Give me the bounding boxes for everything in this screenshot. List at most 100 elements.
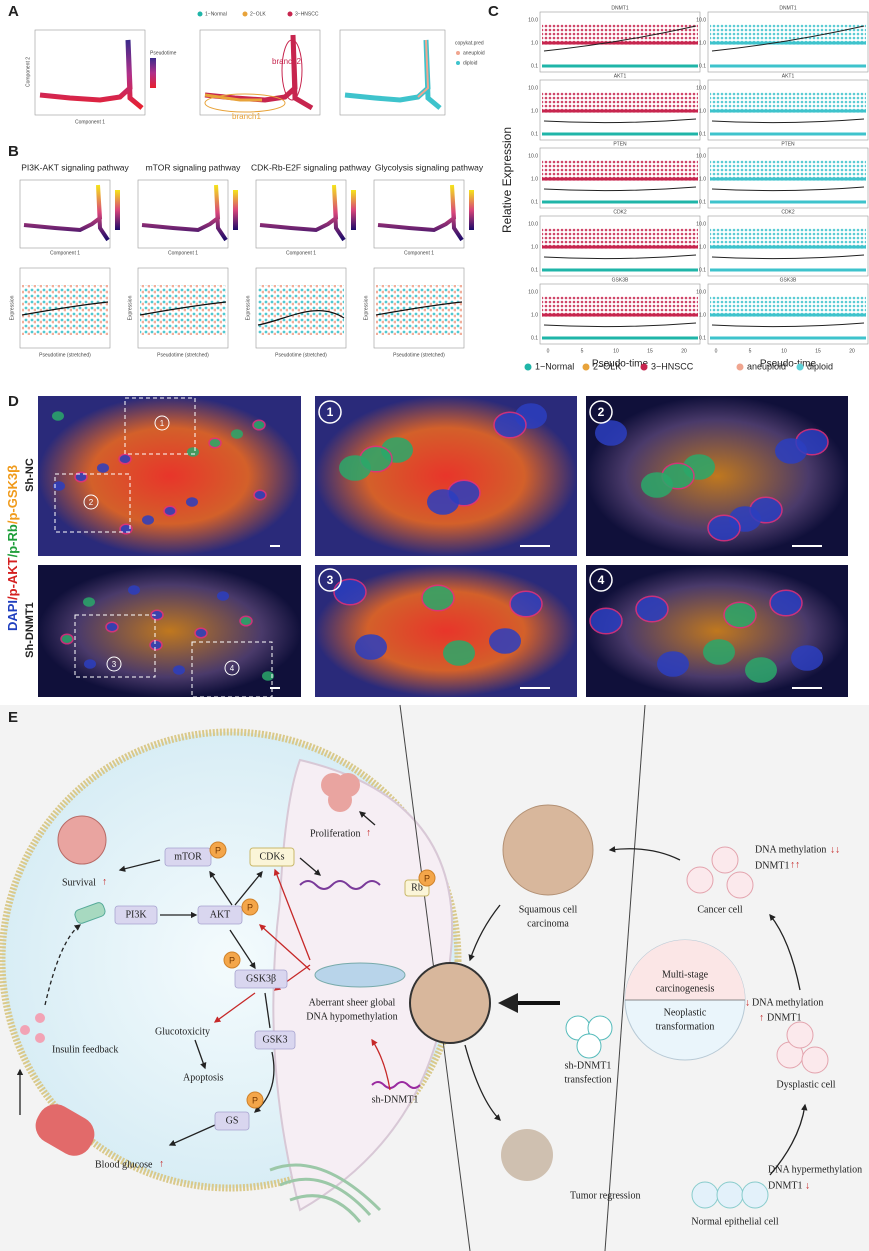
cell-icon: [576, 1033, 602, 1059]
pathway-title: mTOR signaling pathway: [146, 162, 242, 172]
nucleus: [150, 609, 164, 621]
trend-arrow: ↓: [805, 1180, 810, 1191]
nucleus: [52, 411, 64, 421]
y-tick-label: 10.0: [696, 221, 706, 227]
nucleus: [703, 639, 735, 665]
nucleus: [657, 651, 689, 677]
roi-box: [74, 614, 156, 678]
gene-title: DNMT1: [611, 5, 628, 11]
stain-part: DAPI: [5, 600, 20, 631]
nucleus: [589, 607, 623, 635]
trend-line: [543, 254, 697, 260]
y-tick-label: 10.0: [696, 289, 706, 295]
dots-band: [542, 64, 698, 68]
roi-badge: [106, 656, 122, 672]
arrow: [299, 857, 321, 876]
arrow: [359, 811, 376, 826]
protein-box: [254, 1030, 296, 1050]
protein-label: CDKs: [259, 851, 284, 862]
axis-label: Pseudotime (stretched): [39, 352, 91, 358]
tumor-icon: [409, 962, 491, 1044]
y-tick-label: 10.0: [528, 221, 538, 227]
arrow: [254, 1051, 275, 1113]
dots-band: [710, 24, 866, 45]
dots-band: [542, 132, 698, 136]
legend-label: 1−Normal: [535, 361, 574, 371]
axis-label: Pseudo-time: [592, 359, 649, 370]
pathway-title: Glycolysis signaling pathway: [375, 162, 484, 172]
nucleus: [231, 429, 243, 439]
phospho-circle: [246, 1091, 264, 1109]
nucleus: [775, 438, 807, 464]
phospho-label: P: [229, 955, 235, 965]
label: transformation: [656, 1021, 715, 1032]
phospho-label: P: [247, 902, 253, 912]
label: Apoptosis: [183, 1072, 224, 1083]
roi-badge: [224, 660, 240, 676]
arrow: [194, 1039, 207, 1070]
dots-band: [710, 245, 866, 249]
legend-label: diploid: [463, 60, 478, 66]
scatter-cloud: [258, 285, 344, 335]
vessel-icon: [35, 1104, 95, 1156]
insulin-dot: [35, 1013, 45, 1023]
dots-band: [542, 109, 698, 113]
x-tick-label: 0: [547, 348, 550, 354]
label: DNMT1: [767, 1012, 801, 1023]
dots-band: [710, 41, 866, 45]
y-tick-label: 1.0: [531, 244, 538, 250]
legend-swatch: [287, 11, 293, 17]
inset-badge: [589, 400, 613, 424]
axis-label: Component 1: [168, 250, 198, 256]
roi-number: 4: [230, 664, 235, 673]
trajectory: [417, 39, 430, 98]
nucleus: [118, 453, 132, 465]
axis-label: Pseudo-time: [760, 359, 817, 370]
inset-number: 2: [598, 405, 605, 419]
legend-swatch: [796, 363, 804, 371]
phospho-label: P: [215, 845, 221, 855]
stain-part: /p-AKT: [5, 557, 20, 600]
axis-label: Relative Expression: [500, 127, 514, 233]
colorbar: [351, 190, 356, 230]
roi-badge: [154, 415, 170, 431]
pathway-title: CDK-Rb-E2F signaling pathway: [251, 162, 372, 172]
colorbar: [233, 190, 238, 230]
protein-label: PI3K: [125, 909, 147, 920]
inset-labels: 1 2 3 4 1 2 3 4: [83, 400, 822, 689]
dots-band: [710, 109, 866, 113]
colorbar: [150, 58, 156, 88]
legend-swatch: [456, 51, 460, 55]
trend-line: [257, 310, 345, 326]
trajectory: [23, 184, 110, 242]
dots-band: [542, 24, 698, 45]
x-tick-label: 10: [781, 348, 787, 354]
nucleus: [53, 481, 65, 491]
y-tick-label: 0.1: [699, 335, 706, 341]
dots-band: [542, 245, 698, 249]
trend-line: [139, 301, 227, 316]
nuclei: [52, 403, 829, 683]
label: DNA hypomethylation: [306, 1011, 397, 1022]
dots-band: [710, 64, 866, 68]
axis-label: Expression: [363, 295, 369, 320]
label: Glucotoxicity: [155, 1026, 210, 1037]
trend-line: [543, 25, 697, 52]
trend-line: [375, 301, 463, 316]
micrograph: [38, 565, 301, 697]
nucleus: [105, 621, 119, 633]
trend-line: [21, 301, 109, 316]
nucleus: [262, 671, 274, 681]
dots-band: [542, 92, 698, 113]
x-tick-label: 5: [581, 348, 584, 354]
x-tick-label: 15: [815, 348, 821, 354]
roi-number: 1: [160, 419, 165, 428]
nucleus: [128, 585, 140, 595]
nucleus: [421, 584, 455, 612]
y-tick-label: 10.0: [696, 17, 706, 23]
inset-badge: [589, 568, 613, 592]
stain-label: DAPI/p-AKT/p-Rb/p-GSK3β: [5, 465, 20, 631]
nucleus: [339, 455, 371, 481]
stage-circle-top: [625, 940, 745, 1000]
dots-band: [710, 92, 866, 113]
